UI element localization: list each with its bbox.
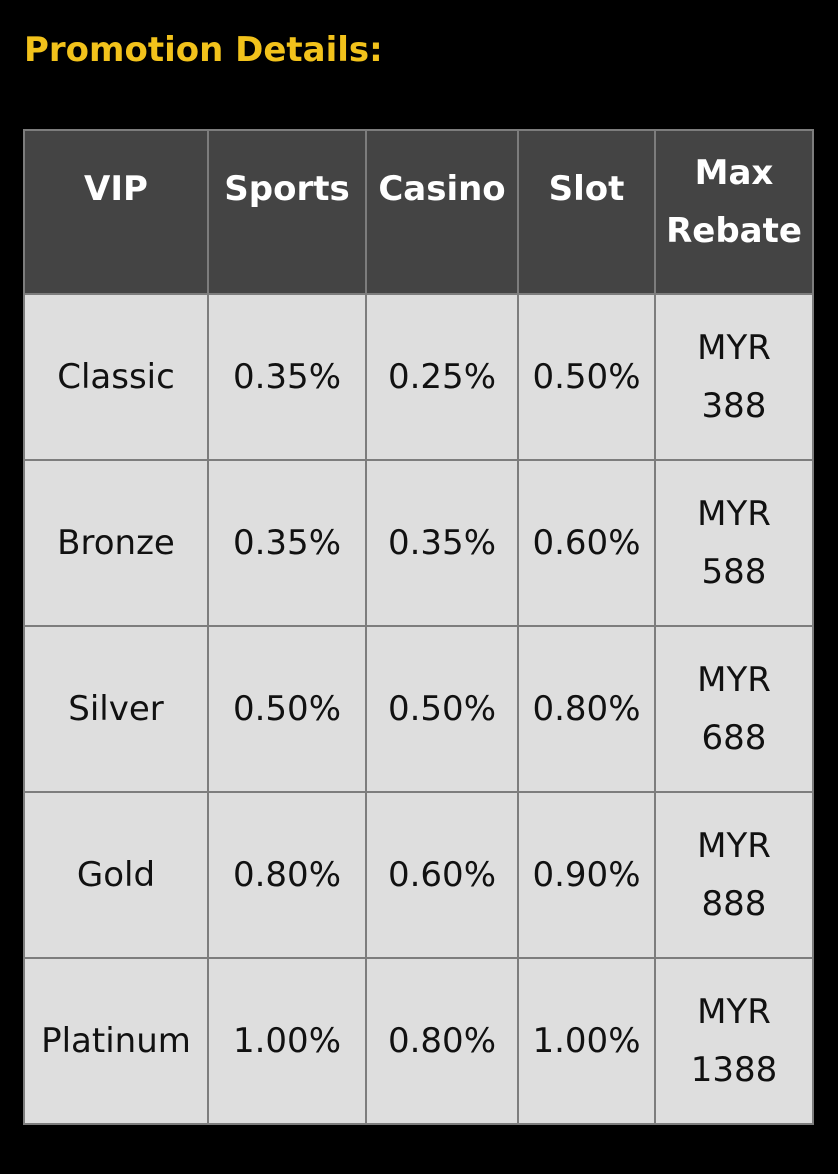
cell-casino: 0.80% [365,957,519,1125]
cell-slot: 0.60% [517,459,656,627]
cell-vip: Silver [23,625,209,793]
header-max-rebate: Max Rebate [654,129,814,295]
cell-sports: 0.35% [207,459,367,627]
cell-max-rebate: MYR 1388 [654,957,814,1125]
cell-vip: Bronze [23,459,209,627]
cell-slot: 0.80% [517,625,656,793]
cell-casino: 0.60% [365,791,519,959]
cell-casino: 0.50% [365,625,519,793]
cell-max-rebate: MYR 888 [654,791,814,959]
header-sports: Sports [207,129,367,295]
cell-vip: Platinum [23,957,209,1125]
header-row: VIP Sports Casino Slot Max Rebate [23,129,814,295]
cell-slot: 1.00% [517,957,656,1125]
cell-vip: Classic [23,293,209,461]
cell-sports: 0.80% [207,791,367,959]
table-row: Classic 0.35% 0.25% 0.50% MYR 388 [23,293,814,461]
header-casino: Casino [365,129,519,295]
table-row: Platinum 1.00% 0.80% 1.00% MYR 1388 [23,957,814,1125]
page-title: Promotion Details: [24,30,383,70]
cell-max-rebate: MYR 588 [654,459,814,627]
cell-casino: 0.35% [365,459,519,627]
cell-sports: 1.00% [207,957,367,1125]
table-row: Bronze 0.35% 0.35% 0.60% MYR 588 [23,459,814,627]
cell-max-rebate: MYR 388 [654,293,814,461]
cell-sports: 0.35% [207,293,367,461]
cell-sports: 0.50% [207,625,367,793]
header-slot: Slot [517,129,656,295]
cell-casino: 0.25% [365,293,519,461]
cell-max-rebate: MYR 688 [654,625,814,793]
cell-slot: 0.50% [517,293,656,461]
cell-vip: Gold [23,791,209,959]
promotion-table: VIP Sports Casino Slot Max Rebate Classi… [23,129,814,1125]
table-row: Silver 0.50% 0.50% 0.80% MYR 688 [23,625,814,793]
table-row: Gold 0.80% 0.60% 0.90% MYR 888 [23,791,814,959]
header-vip: VIP [23,129,209,295]
cell-slot: 0.90% [517,791,656,959]
